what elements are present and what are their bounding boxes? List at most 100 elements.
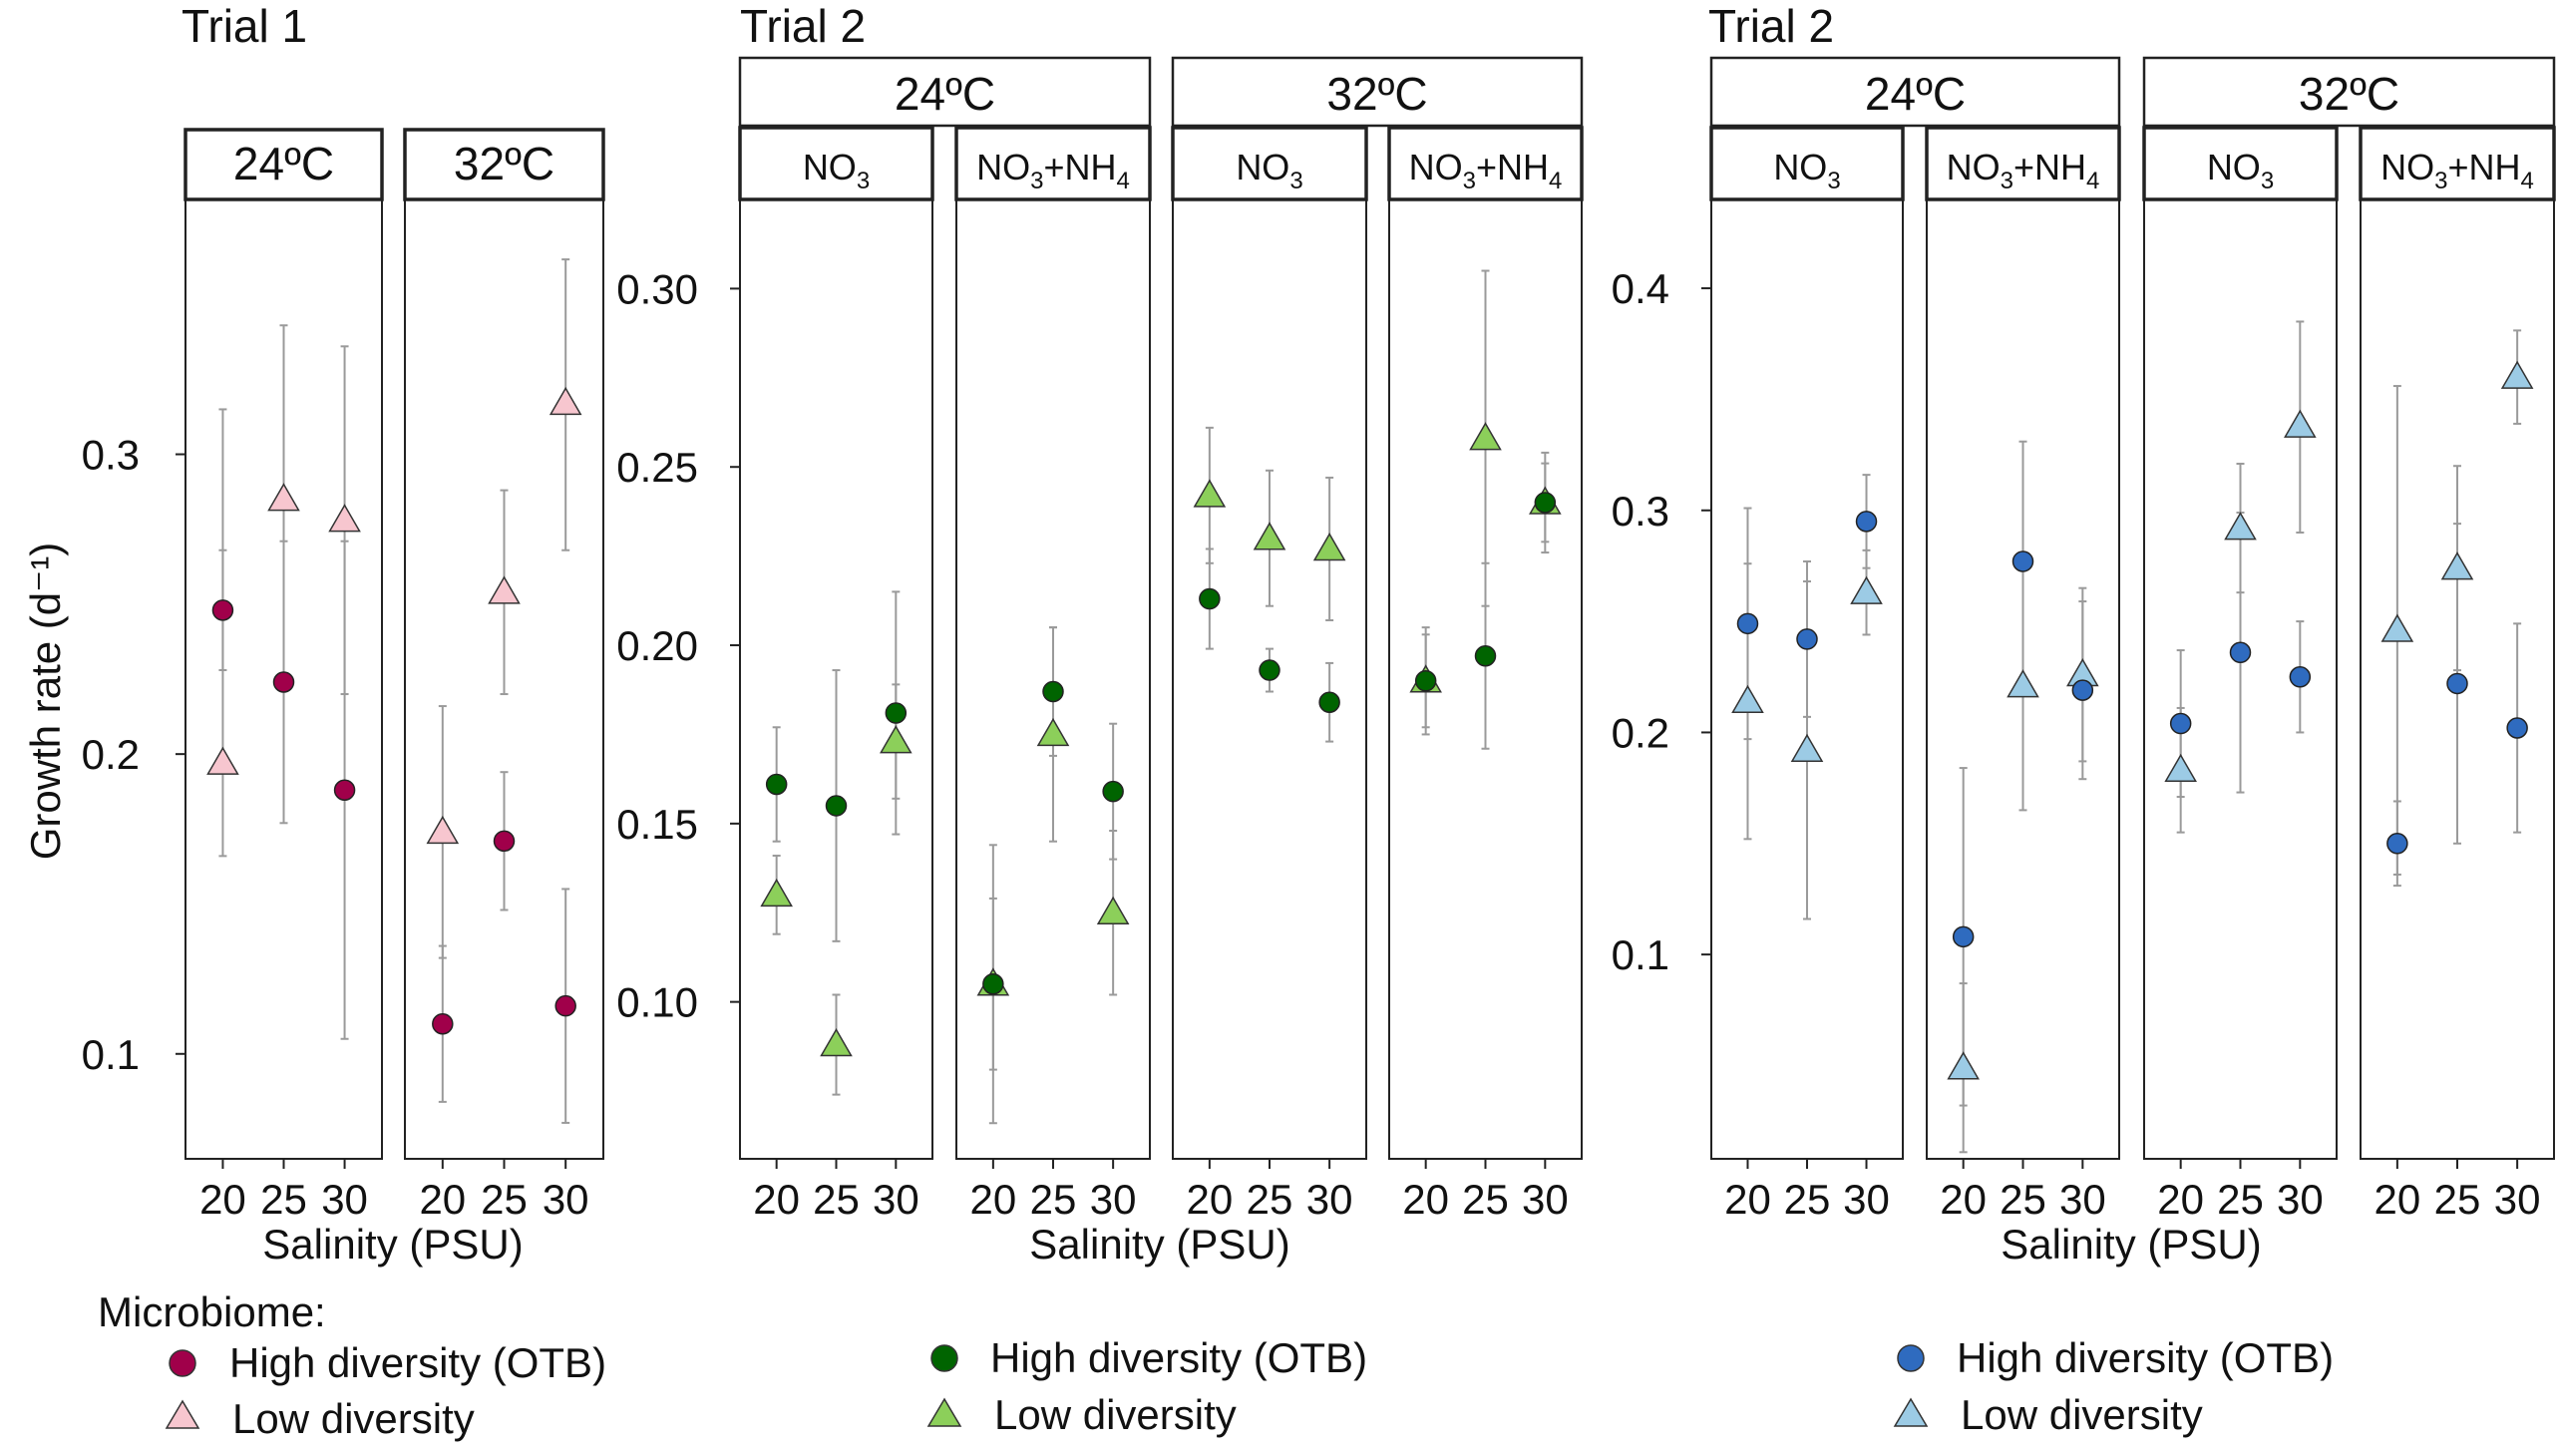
panel: NO3 20 25 30 — [2142, 126, 2339, 1223]
temperature-strip-label: 24ºC — [895, 68, 995, 120]
data-point-high-diversity — [2386, 833, 2408, 855]
panel-strip-label: 24ºC — [233, 138, 334, 189]
data-point-low-diversity — [1731, 684, 1764, 714]
panel-strip — [954, 126, 1152, 201]
data-point-low-diversity — [2007, 669, 2039, 698]
x-tick-label: 25 — [2217, 1176, 2264, 1223]
x-tick-label: 20 — [1402, 1176, 1449, 1223]
chart-trial1: 0.1 0.2 0.3 24ºC 20 25 30 32ºC 20 25 30 — [82, 128, 605, 1223]
data-point-high-diversity — [2446, 672, 2468, 695]
panel-strip-label: NO3+NH4 — [2380, 147, 2534, 194]
temperature-strip — [1709, 56, 2121, 128]
panel-strip-label: NO3 — [2207, 147, 2274, 194]
panel-strip — [2142, 126, 2339, 201]
temperature-strip-label: 32ºC — [2299, 68, 2399, 120]
data-point-high-diversity — [1855, 511, 1878, 533]
legend-label-low: Low diversity — [232, 1395, 475, 1442]
data-point-high-diversity — [1259, 659, 1280, 681]
y-tick-label: 0.20 — [616, 622, 698, 669]
data-point-low-diversity — [328, 504, 361, 533]
legend-trial2-green: High diversity (OTB) Low diversity — [926, 1334, 1367, 1438]
data-point-high-diversity — [211, 599, 234, 621]
panel: 32ºC 20 25 30 — [403, 128, 605, 1223]
panel: NO3 20 25 30 — [738, 126, 934, 1223]
panel-strip — [1387, 126, 1584, 201]
panel: NO3+NH4 20 25 30 — [2359, 126, 2556, 1223]
x-tick-label: 25 — [2434, 1176, 2481, 1223]
x-tick-label: 20 — [1724, 1176, 1771, 1223]
temperature-strip-label: 24ºC — [1865, 68, 1966, 120]
legend-trial2-blue: High diversity (OTB) Low diversity — [1893, 1334, 2334, 1438]
x-tick-label: 20 — [970, 1176, 1017, 1223]
y-tick-label: 0.1 — [1612, 931, 1669, 978]
y-tick-label: 0.15 — [616, 801, 698, 848]
data-point-high-diversity — [1199, 587, 1221, 610]
panel: 24ºC 20 25 30 — [183, 128, 384, 1223]
panel-strip-label: 32ºC — [454, 138, 554, 189]
y-tick-label: 0.30 — [616, 265, 698, 312]
panel-strip-label: NO3+NH4 — [1947, 147, 2100, 194]
data-point-low-diversity — [760, 878, 793, 908]
x-tick-label: 30 — [1090, 1176, 1137, 1223]
data-point-low-diversity — [880, 725, 913, 754]
data-point-low-diversity — [1312, 532, 1346, 561]
panel-strip-label: NO3+NH4 — [1409, 147, 1563, 194]
data-point-low-diversity — [2284, 409, 2317, 438]
x-tick-label: 25 — [260, 1176, 307, 1223]
data-point-high-diversity — [2071, 679, 2094, 701]
legend-marker-high — [169, 1349, 196, 1377]
legend-trial1: High diversity (OTB) Low diversity — [165, 1339, 606, 1442]
x-tick-label: 30 — [2059, 1176, 2106, 1223]
x-tick-label: 20 — [419, 1176, 466, 1223]
data-point-high-diversity — [982, 973, 1004, 995]
x-tick-label: 25 — [1784, 1176, 1831, 1223]
panel: NO3 20 25 30 — [1709, 126, 1905, 1223]
legend-label-high: High diversity (OTB) — [229, 1339, 606, 1386]
panel-strip-label: NO3 — [1236, 147, 1302, 194]
data-point-high-diversity — [493, 830, 516, 853]
x-tick-label: 20 — [199, 1176, 246, 1223]
legend-marker-low — [926, 1397, 962, 1427]
data-point-low-diversity — [267, 483, 300, 512]
x-tick-label: 30 — [321, 1176, 368, 1223]
data-point-low-diversity — [2224, 512, 2257, 541]
y-tick-label: 0.2 — [82, 731, 140, 778]
data-point-low-diversity — [1193, 479, 1227, 508]
panel-strip — [2359, 126, 2556, 201]
x-tick-label: 30 — [543, 1176, 589, 1223]
y-tick-label: 0.3 — [1612, 488, 1669, 535]
data-point-low-diversity — [1253, 522, 1286, 550]
x-tick-label: 25 — [813, 1176, 860, 1223]
x-tick-label: 25 — [481, 1176, 528, 1223]
data-point-high-diversity — [1414, 670, 1437, 692]
data-point-high-diversity — [885, 702, 908, 724]
y-tick-label: 0.3 — [82, 432, 140, 479]
data-point-high-diversity — [1102, 780, 1124, 803]
data-point-low-diversity — [2500, 360, 2534, 389]
data-point-low-diversity — [426, 815, 460, 845]
panel-strip — [1171, 126, 1368, 201]
x-tick-label: 30 — [2277, 1176, 2324, 1223]
x-tick-label: 30 — [1306, 1176, 1353, 1223]
x-axis-label-trial2-green: Salinity (PSU) — [1029, 1221, 1289, 1268]
y-tick-label: 0.2 — [1612, 709, 1669, 756]
data-point-low-diversity — [1036, 717, 1070, 747]
data-point-low-diversity — [548, 386, 582, 416]
panel: NO3+NH4 20 25 30 — [1387, 126, 1584, 1223]
legend-title: Microbiome: — [98, 1288, 326, 1335]
legend-marker-high — [1897, 1344, 1925, 1372]
chart-trial2b: 0.1 0.2 0.3 0.4 24ºC 32ºC NO3 20 25 30 NO3+NH4 20 25… — [1612, 56, 2556, 1223]
panel: NO3 20 25 30 — [1171, 126, 1368, 1223]
data-point-low-diversity — [1096, 896, 1130, 924]
data-point-low-diversity — [820, 1028, 853, 1057]
temperature-strip — [1171, 56, 1584, 128]
trial1-title: Trial 1 — [182, 0, 307, 52]
data-point-high-diversity — [2229, 641, 2252, 664]
data-point-high-diversity — [2169, 712, 2192, 735]
y-tick-label: 0.4 — [1612, 265, 1669, 312]
panel-strip-label: NO3 — [803, 147, 870, 194]
x-tick-label: 25 — [1247, 1176, 1293, 1223]
data-point-high-diversity — [1534, 492, 1557, 514]
x-tick-label: 30 — [2494, 1176, 2541, 1223]
